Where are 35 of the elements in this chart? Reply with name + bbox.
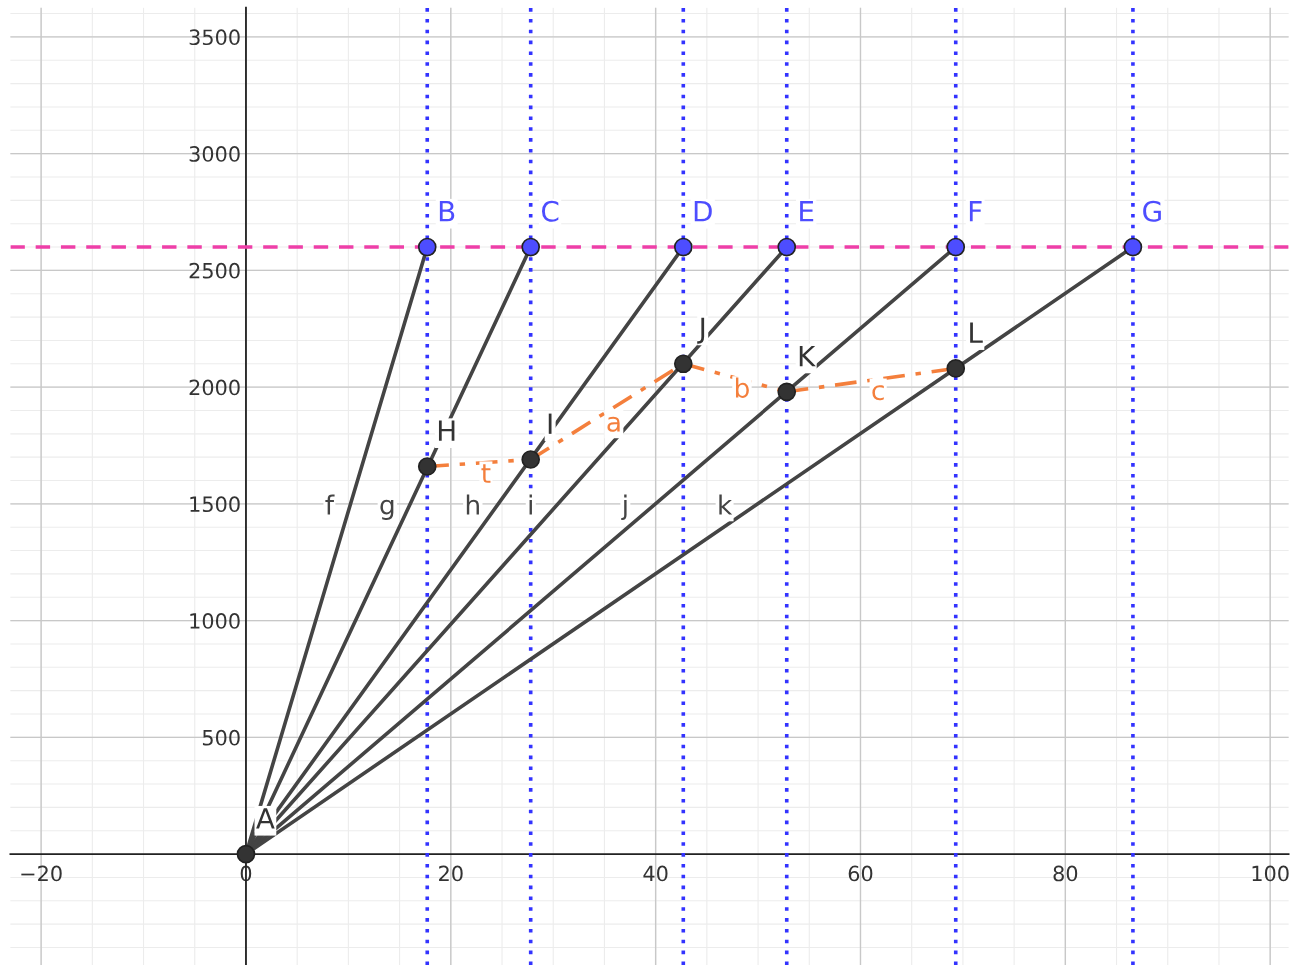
x-tick-label: 100 bbox=[1252, 865, 1289, 882]
series-label: f bbox=[325, 494, 335, 515]
y-tick-label: 1000 bbox=[190, 613, 240, 629]
y-tick-label: 3000 bbox=[189, 146, 240, 162]
series-label: h bbox=[466, 494, 479, 515]
series-label: b bbox=[735, 377, 749, 398]
data-label: H bbox=[438, 420, 455, 441]
x-tick-label: 20 bbox=[439, 865, 463, 882]
data-label: B bbox=[439, 201, 455, 222]
y-tick-label: 2500 bbox=[189, 262, 240, 279]
data-label: C bbox=[542, 200, 559, 222]
series-label: i bbox=[529, 494, 532, 515]
series-label: a bbox=[607, 416, 620, 432]
series-label: k bbox=[719, 494, 733, 515]
data-label: I bbox=[548, 413, 552, 434]
data-label: D bbox=[694, 201, 712, 222]
y-tick-label: 1500 bbox=[190, 496, 240, 513]
data-label: A bbox=[256, 808, 275, 829]
x-tick-label: 60 bbox=[848, 865, 873, 882]
series-label: j bbox=[621, 494, 627, 520]
data-label: K bbox=[799, 345, 816, 367]
y-tick-label: 3500 bbox=[189, 29, 240, 46]
y-tick-label: 500 bbox=[202, 729, 240, 746]
series-label: g bbox=[380, 499, 394, 520]
data-label: G bbox=[1143, 200, 1161, 222]
data-label: J bbox=[697, 317, 705, 344]
x-tick-label: −20 bbox=[21, 865, 62, 882]
data-label: E bbox=[800, 201, 814, 222]
series-label: c bbox=[872, 385, 884, 401]
y-tick-label: 2000 bbox=[189, 379, 240, 396]
data-label: F bbox=[969, 201, 982, 222]
x-tick-label: 80 bbox=[1053, 865, 1078, 882]
series-label: t bbox=[481, 464, 491, 483]
data-label: L bbox=[970, 322, 983, 343]
x-tick-label: 40 bbox=[643, 865, 668, 882]
